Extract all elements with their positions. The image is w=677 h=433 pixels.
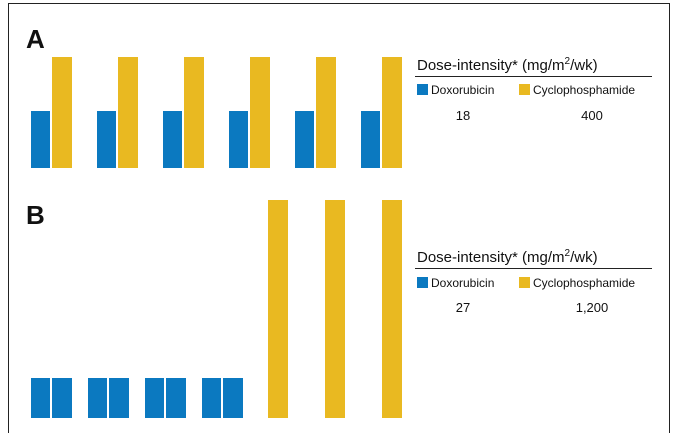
cyclophosphamide-dose [118, 57, 138, 168]
cyclophosphamide-dose [52, 57, 72, 168]
cyclophosphamide-dose [184, 57, 204, 168]
dose-value: 1,200 [576, 300, 609, 315]
doxorubicin-dose [31, 378, 50, 418]
panel-a-bars [31, 57, 402, 168]
legend-title: Dose-intensity* (mg/m2/wk) [417, 56, 598, 74]
doxorubicin-dose [166, 378, 186, 418]
panel-b-bars [31, 200, 402, 418]
cyclophosphamide-dose [382, 200, 402, 418]
dose-value: 400 [581, 108, 603, 123]
superscript: 2 [565, 248, 571, 259]
doxorubicin-dose [109, 378, 129, 418]
doxorubicin-dose [31, 111, 50, 168]
superscript: 2 [565, 56, 571, 67]
panel-label: A [26, 24, 45, 54]
doxorubicin-dose [223, 378, 243, 418]
cyclophosphamide-dose [268, 200, 288, 418]
doxorubicin-dose [163, 111, 182, 168]
doxorubicin-dose [361, 111, 380, 168]
doxorubicin-dose [88, 378, 107, 418]
legend-title: Dose-intensity* (mg/m2/wk) [417, 248, 598, 266]
doxorubicin-dose [145, 378, 164, 418]
panel-label: B [26, 200, 45, 230]
dose-value: 18 [456, 108, 470, 123]
legend-swatch [417, 84, 428, 95]
cyclophosphamide-dose [382, 57, 402, 168]
dose-value: 27 [456, 300, 470, 315]
title-text: /wk) [570, 249, 598, 266]
legend-swatch [417, 277, 428, 288]
doxorubicin-dose [202, 378, 221, 418]
legend-item: Doxorubicin [431, 83, 494, 97]
title-text: /wk) [570, 57, 598, 74]
doxorubicin-dose [295, 111, 314, 168]
title-text: Dose-intensity* (mg/m [417, 249, 565, 266]
cyclophosphamide-dose [325, 200, 345, 418]
title-text: Dose-intensity* (mg/m [417, 57, 565, 74]
cyclophosphamide-dose [250, 57, 270, 168]
legend-item: Doxorubicin [431, 276, 494, 290]
cyclophosphamide-dose [316, 57, 336, 168]
doxorubicin-dose [229, 111, 248, 168]
legend-swatch [519, 84, 530, 95]
legend-item: Cyclophosphamide [533, 83, 635, 97]
frame [8, 3, 670, 433]
legend-item: Cyclophosphamide [533, 276, 635, 290]
doxorubicin-dose [52, 378, 72, 418]
legend-swatch [519, 277, 530, 288]
doxorubicin-dose [97, 111, 116, 168]
